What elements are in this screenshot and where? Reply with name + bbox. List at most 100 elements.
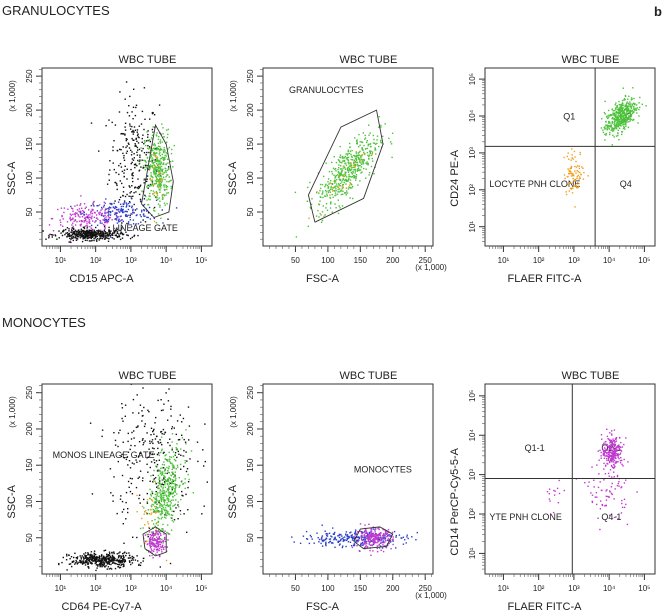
data-point-orange xyxy=(154,512,157,514)
data-point-green xyxy=(174,483,176,485)
y-axis-unit: (x 1,000) xyxy=(229,80,238,112)
data-point-green xyxy=(624,112,626,114)
data-point-purple xyxy=(388,533,391,536)
data-point-black xyxy=(151,453,153,455)
data-point-green xyxy=(391,156,393,159)
data-point-black xyxy=(148,448,150,450)
data-point-green xyxy=(160,147,162,150)
data-point-blue xyxy=(305,530,308,533)
data-point-green xyxy=(351,173,353,175)
data-point-green xyxy=(614,127,616,130)
data-point-green xyxy=(360,166,363,168)
data-point-blue xyxy=(318,541,320,543)
data-point-green xyxy=(145,167,148,169)
data-point-black xyxy=(138,497,140,500)
data-point-black xyxy=(94,560,97,563)
data-point-purple xyxy=(391,539,393,541)
data-point-green xyxy=(162,504,164,507)
data-point-black xyxy=(149,466,151,469)
data-point-green xyxy=(158,161,160,163)
data-point-black xyxy=(80,228,82,230)
data-point-black xyxy=(100,236,102,238)
data-point-black xyxy=(85,234,87,237)
x-tick-label: 10³ xyxy=(125,584,137,593)
data-point-purple xyxy=(74,205,76,207)
data-point-green xyxy=(166,466,168,469)
data-point-black xyxy=(97,231,99,233)
data-point-green xyxy=(630,113,633,116)
data-point-black xyxy=(125,518,127,520)
x-tick-label: 10³ xyxy=(568,256,580,265)
y-tick-label: 250 xyxy=(25,385,34,399)
data-point-green xyxy=(341,169,344,171)
data-point-black xyxy=(125,458,128,461)
data-point-green xyxy=(602,131,605,134)
data-point-green xyxy=(363,159,365,161)
data-point-black xyxy=(133,163,136,166)
data-point-blue xyxy=(337,540,340,542)
data-point-black xyxy=(139,502,141,504)
data-point-purple xyxy=(76,221,78,223)
data-point-black xyxy=(163,403,165,405)
data-point-green xyxy=(328,170,331,173)
data-point-blue xyxy=(340,538,342,541)
data-point-black xyxy=(132,159,135,161)
data-point-black xyxy=(131,125,133,128)
data-point-purple xyxy=(156,536,158,538)
data-point-green xyxy=(615,112,617,114)
data-point-purple xyxy=(69,240,72,242)
data-point-orange xyxy=(371,153,373,155)
data-point-blue xyxy=(122,211,124,214)
data-point-green xyxy=(157,163,160,165)
data-point-green xyxy=(345,171,347,174)
data-point-black xyxy=(107,554,110,556)
data-point-purple xyxy=(619,452,622,454)
data-point-black xyxy=(98,234,100,236)
data-point-green xyxy=(612,127,615,130)
data-point-green xyxy=(163,188,166,191)
data-point-green xyxy=(626,113,629,115)
data-point-green xyxy=(617,126,619,128)
data-point-black xyxy=(99,556,101,558)
data-point-blue xyxy=(338,544,341,546)
data-point-purple xyxy=(368,537,370,539)
data-point-green xyxy=(636,107,639,109)
data-point-black xyxy=(118,552,120,554)
data-point-black xyxy=(99,564,101,566)
data-point-black xyxy=(121,500,124,503)
data-point-blue xyxy=(321,524,323,526)
data-point-purple xyxy=(104,202,106,204)
data-point-green xyxy=(628,95,630,97)
data-point-orange xyxy=(152,167,155,169)
data-point-green xyxy=(331,161,333,164)
data-point-black xyxy=(96,557,98,559)
data-point-black xyxy=(68,234,71,236)
data-point-orange xyxy=(567,184,569,186)
data-point-blue xyxy=(357,536,359,539)
data-point-green xyxy=(615,124,617,126)
x-tick-label: 10⁴ xyxy=(160,584,173,593)
data-point-black xyxy=(167,166,170,168)
data-point-blue xyxy=(350,536,352,539)
x-axis-label: CD15 APC-A xyxy=(69,273,134,285)
data-point-purple xyxy=(610,458,612,461)
data-point-black xyxy=(150,461,153,463)
data-point-purple xyxy=(387,538,390,540)
data-point-purple xyxy=(93,200,95,203)
data-point-orange xyxy=(148,526,150,529)
data-point-green xyxy=(629,104,631,106)
data-point-black xyxy=(122,152,124,155)
data-point-green xyxy=(358,133,360,136)
data-point-blue xyxy=(293,541,295,543)
data-point-green xyxy=(165,480,167,483)
data-point-green xyxy=(161,195,163,197)
data-point-orange xyxy=(563,156,565,159)
data-point-green xyxy=(337,172,340,174)
data-point-black xyxy=(112,494,114,497)
data-point-black xyxy=(182,495,184,497)
data-point-black xyxy=(136,461,138,463)
data-point-black xyxy=(128,557,130,559)
data-point-purple xyxy=(162,540,165,543)
data-point-black xyxy=(83,227,86,230)
data-point-green xyxy=(152,166,154,169)
